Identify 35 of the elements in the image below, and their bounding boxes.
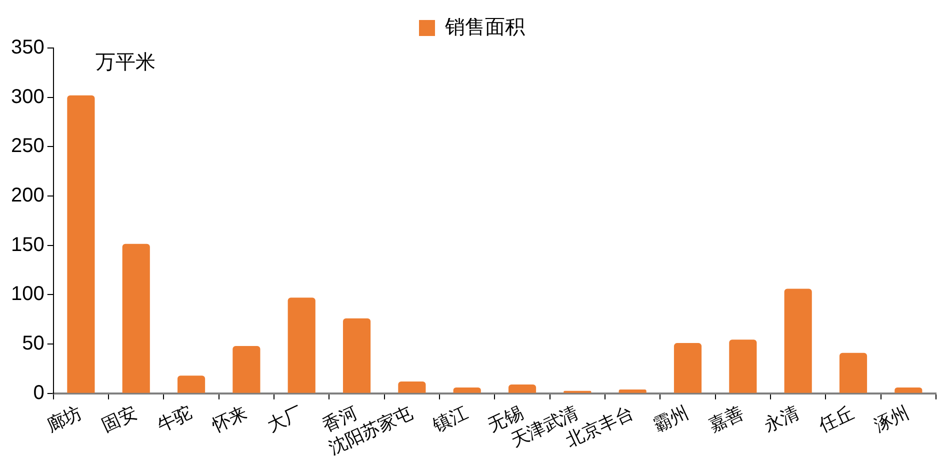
x-tick-label: 任丘: [815, 402, 858, 436]
bar: [618, 389, 646, 393]
x-tick-label: 大厂: [264, 402, 306, 436]
y-tick-label: 150: [10, 234, 44, 256]
bar: [784, 288, 812, 393]
bar: [398, 382, 426, 393]
x-tick-label: 永清: [760, 402, 802, 436]
x-tick-label: 廊坊: [44, 402, 85, 436]
x-tick-label: 镇江: [428, 402, 471, 436]
bar: [674, 343, 702, 393]
bar: [453, 387, 481, 393]
bar: [839, 352, 868, 393]
y-tick-label: 250: [10, 135, 44, 158]
x-tick-label: 牛驼: [154, 402, 196, 436]
bar: [342, 318, 371, 393]
y-tick-label: 200: [10, 184, 44, 207]
bar: [122, 244, 150, 393]
bar: [894, 387, 922, 393]
x-tick-label: 怀来: [208, 402, 250, 436]
y-tick-label: 350: [10, 36, 44, 59]
x-tick-label: 嘉善: [706, 402, 747, 436]
bar: [288, 298, 316, 393]
bar: [508, 384, 536, 393]
x-tick-label: 霸州: [650, 402, 692, 436]
bar: [232, 346, 260, 393]
x-tick-label: 涿州: [871, 402, 912, 436]
y-tick-label: 300: [10, 86, 44, 108]
bar: [729, 340, 757, 393]
bar: [177, 376, 206, 393]
y-tick-label: 100: [10, 283, 44, 306]
x-tick-label: 固安: [98, 402, 140, 436]
y-axis-title: 万平米: [95, 52, 156, 74]
y-tick-label: 50: [22, 332, 44, 355]
y-tick-label: 0: [33, 382, 44, 404]
bar: [67, 95, 95, 393]
